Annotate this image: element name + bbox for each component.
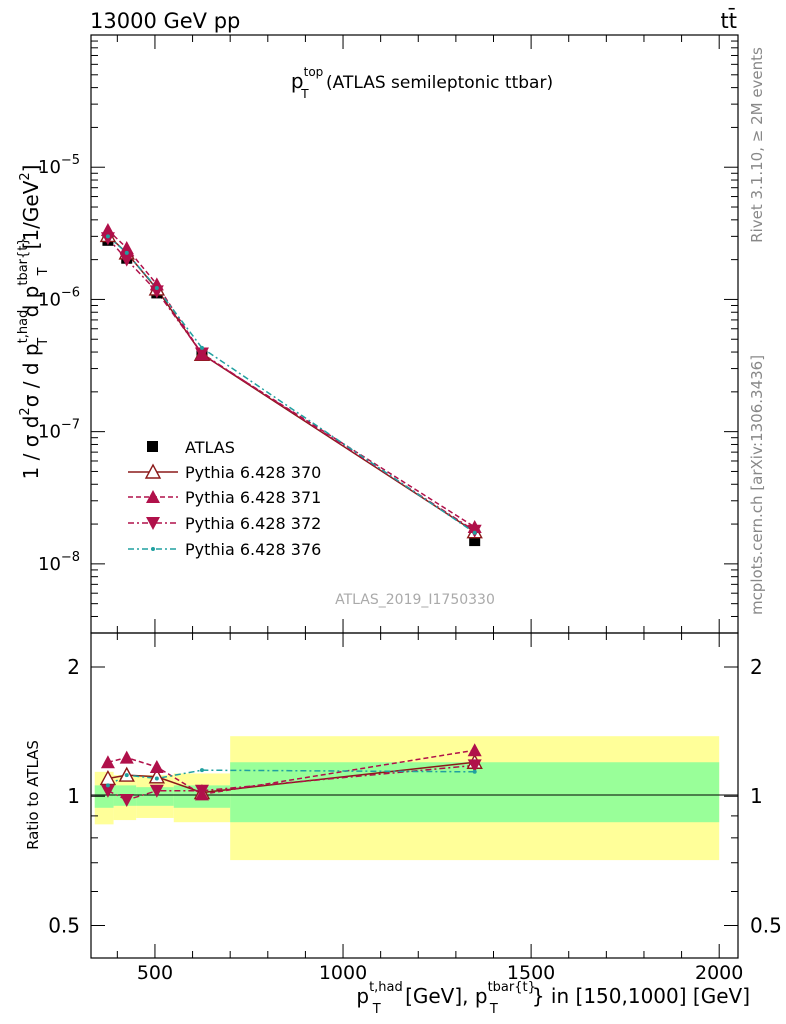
ratio-y-tick-label: 2 xyxy=(67,655,80,679)
main-point-372 xyxy=(194,347,209,361)
legend-label-370: Pythia 6.428 370 xyxy=(185,463,321,482)
main-point-372 xyxy=(100,232,115,246)
legend-label-atlas: ATLAS xyxy=(185,438,235,457)
ratio-y-tick-label-right: 0.5 xyxy=(750,913,782,937)
x-axis-label: pt,had T [GeV], ptbar{t} T} in [150,1000] … xyxy=(356,980,750,1017)
ratio-point-376 xyxy=(154,776,159,781)
ratio-point-376 xyxy=(105,783,110,788)
main-series-line-372 xyxy=(107,237,476,532)
ratio-point-371 xyxy=(100,755,115,769)
x-tick-label: 2000 xyxy=(695,962,743,984)
legend-entry-376: Pythia 6.428 376 xyxy=(128,540,321,559)
ratio-point-371 xyxy=(149,759,164,773)
ratio-point-372 xyxy=(100,784,115,798)
ratio-point-376 xyxy=(199,768,204,773)
ratio-point-376 xyxy=(124,773,129,778)
mcplots-label: mcplots.cern.ch [arXiv:1306.3436] xyxy=(748,355,766,615)
main-point-376 xyxy=(199,345,204,350)
main-panel: 10−8 10−7 10−6 10−5 ptop T (ATLAS semilepton… xyxy=(16,34,739,634)
legend-marker-372 xyxy=(146,517,160,530)
legend-entry-atlas: ATLAS xyxy=(147,438,235,457)
plot-title: ptop T (ATLAS semileptonic ttbar) xyxy=(291,65,553,101)
main-point-376 xyxy=(124,250,129,255)
main-y-tick-label: 10−6 xyxy=(38,285,80,310)
ratio-point-372 xyxy=(194,784,209,798)
ratio-y-tick-label: 0.5 xyxy=(48,913,80,937)
ratio-point-372 xyxy=(149,784,164,798)
main-y-tick-label: 10−5 xyxy=(38,153,80,178)
main-y-axis-label: 1 / σ d2σ / d pt,had T d ptbar{t} T[1/GeV2… xyxy=(16,165,51,480)
x-tick-label: 1000 xyxy=(319,962,367,984)
ratio-y-axis-label: Ratio to ATLAS xyxy=(24,740,42,850)
legend-marker-370 xyxy=(144,463,162,479)
ratio-point-370 xyxy=(148,768,165,784)
ratio-y-tick-label: 1 xyxy=(67,784,80,808)
legend-entry-372: Pythia 6.428 372 xyxy=(128,514,321,533)
main-series-line-371 xyxy=(107,229,476,528)
ratio-point-371 xyxy=(119,750,134,764)
x-tick-label: 1500 xyxy=(507,962,555,984)
main-y-tick-label: 10−8 xyxy=(38,550,80,575)
ratio-y-tick-label-right: 2 xyxy=(750,655,763,679)
analysis-watermark: ATLAS_2019_I1750330 xyxy=(335,592,495,608)
rivet-version-label: Rivet 3.1.10, ≥ 2M events xyxy=(748,47,766,243)
main-point-376 xyxy=(105,234,110,239)
legend-label-376: Pythia 6.428 376 xyxy=(185,540,321,559)
process-label: tt̄ xyxy=(721,8,737,33)
legend-label-372: Pythia 6.428 372 xyxy=(185,514,321,533)
ratio-y-tick-label-right: 1 xyxy=(750,784,763,808)
legend-marker-371 xyxy=(146,490,160,503)
main-point-372 xyxy=(119,253,134,267)
main-point-371 xyxy=(119,240,134,254)
ratio-plot-frame xyxy=(90,632,739,959)
main-point-atlas xyxy=(469,535,481,547)
collision-energy-label: 13000 GeV pp xyxy=(90,9,240,33)
legend: ATLAS Pythia 6.428 370 Pythia 6.428 371 … xyxy=(128,438,321,559)
main-point-372 xyxy=(149,285,164,299)
legend-entry-371: Pythia 6.428 371 xyxy=(128,488,321,507)
legend-entry-370: Pythia 6.428 370 xyxy=(128,463,321,482)
main-y-tick-label: 10−7 xyxy=(38,418,80,443)
legend-marker-376 xyxy=(151,547,155,551)
ratio-point-372 xyxy=(119,794,134,808)
main-point-376 xyxy=(154,286,159,291)
ratio-panel: 0.5 0.5 1 1 2 2 500 1000 1500 2000 Ratio to ATLAS… xyxy=(24,632,782,1017)
legend-marker-atlas xyxy=(147,441,158,452)
ratio-point-371 xyxy=(467,743,482,757)
ratio-band-inner xyxy=(136,787,174,806)
ratio-point-376 xyxy=(472,769,477,774)
legend-label-371: Pythia 6.428 371 xyxy=(185,488,321,507)
x-tick-label: 500 xyxy=(137,962,173,984)
main-point-376 xyxy=(472,530,477,535)
ratio-point-372 xyxy=(467,759,482,773)
